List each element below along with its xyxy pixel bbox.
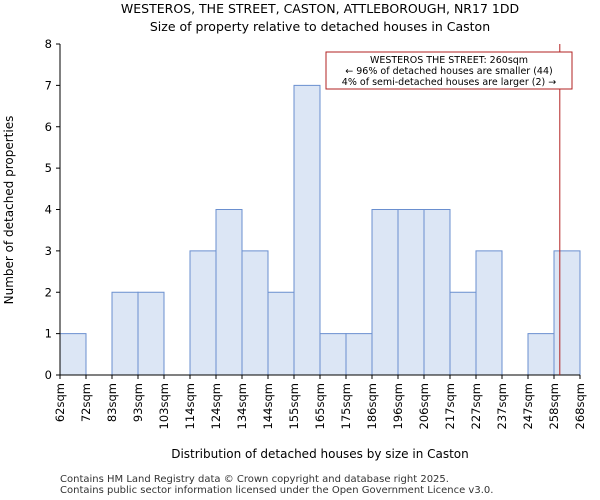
annotation-line1: WESTEROS THE STREET: 260sqm xyxy=(370,55,528,66)
histogram-chart: WESTEROS, THE STREET, CASTON, ATTLEBOROU… xyxy=(2,1,587,461)
x-tick-label: 175sqm xyxy=(339,383,353,429)
y-tick-label: 6 xyxy=(45,120,52,134)
annotation-line2: ← 96% of detached houses are smaller (44… xyxy=(345,66,552,77)
x-tick-label: 258sqm xyxy=(547,383,561,429)
bar-258sqm xyxy=(553,250,581,376)
footer-line1: Contains HM Land Registry data © Crown c… xyxy=(60,474,449,485)
annotation-box-border xyxy=(325,51,573,90)
bar-155sqm xyxy=(293,84,321,376)
annotation-line3: 4% of semi-detached houses are larger (2… xyxy=(342,77,556,88)
annotation-box: WESTEROS THE STREET: 260sqm ← 96% of det… xyxy=(325,51,573,90)
x-tick-label: 268sqm xyxy=(573,383,587,429)
bar-144sqm xyxy=(267,291,295,376)
x-tick-label: 103sqm xyxy=(157,383,171,429)
y-ticks-group: 0 1 2 3 4 5 6 7 8 xyxy=(45,37,60,382)
y-axis-label: Number of detached properties xyxy=(2,116,16,305)
bar-165sqm xyxy=(319,333,347,376)
footer-line2: Contains public sector information licen… xyxy=(60,485,494,496)
x-tick-label: 124sqm xyxy=(209,383,223,429)
x-tick-label: 186sqm xyxy=(365,383,379,429)
x-axis-label: Distribution of detached houses by size … xyxy=(171,447,469,461)
bar-206sqm xyxy=(423,209,451,376)
bar-62sqm xyxy=(59,333,87,376)
x-tick-label: 227sqm xyxy=(469,383,483,429)
bar-83sqm xyxy=(111,291,139,376)
x-tick-label: 165sqm xyxy=(313,383,327,429)
y-tick-label: 8 xyxy=(45,37,52,51)
y-tick-label: 4 xyxy=(45,203,52,217)
bar-247sqm xyxy=(527,333,555,376)
bar-134sqm xyxy=(241,250,269,376)
bar-227sqm xyxy=(475,250,503,376)
x-tick-label: 114sqm xyxy=(183,383,197,429)
x-tick-label: 93sqm xyxy=(131,383,145,422)
x-tick-label: 206sqm xyxy=(417,383,431,429)
x-ticks-group: 62sqm 72sqm 83sqm 93sqm 103sqm 114sqm 124sqm 13… xyxy=(53,375,587,429)
bars-group xyxy=(59,84,581,376)
x-tick-label: 62sqm xyxy=(53,383,67,422)
y-tick-label: 7 xyxy=(45,78,52,92)
y-tick-label: 5 xyxy=(45,161,52,175)
bar-93sqm xyxy=(137,291,165,376)
x-tick-label: 247sqm xyxy=(521,383,535,429)
x-tick-label: 144sqm xyxy=(261,383,275,429)
x-tick-label: 217sqm xyxy=(443,383,457,429)
x-tick-label: 83sqm xyxy=(105,383,119,422)
y-tick-label: 1 xyxy=(45,327,52,341)
x-tick-label: 134sqm xyxy=(235,383,249,429)
y-tick-label: 3 xyxy=(45,244,52,258)
bar-114sqm xyxy=(189,250,217,376)
bar-186sqm xyxy=(371,209,399,376)
x-tick-label: 155sqm xyxy=(287,383,301,429)
chart-title-line1: WESTEROS, THE STREET, CASTON, ATTLEBOROU… xyxy=(121,1,519,16)
axes-frame xyxy=(59,44,580,376)
chart-title-line2: Size of property relative to detached ho… xyxy=(150,19,490,34)
x-tick-label: 72sqm xyxy=(79,383,93,422)
x-tick-label: 196sqm xyxy=(391,383,405,429)
y-tick-label: 2 xyxy=(45,285,52,299)
bar-217sqm xyxy=(449,291,477,376)
y-tick-label: 0 xyxy=(45,368,52,382)
bar-175sqm xyxy=(345,333,373,376)
x-tick-label: 237sqm xyxy=(495,383,509,429)
bar-196sqm xyxy=(397,209,425,376)
bar-124sqm xyxy=(215,209,243,376)
